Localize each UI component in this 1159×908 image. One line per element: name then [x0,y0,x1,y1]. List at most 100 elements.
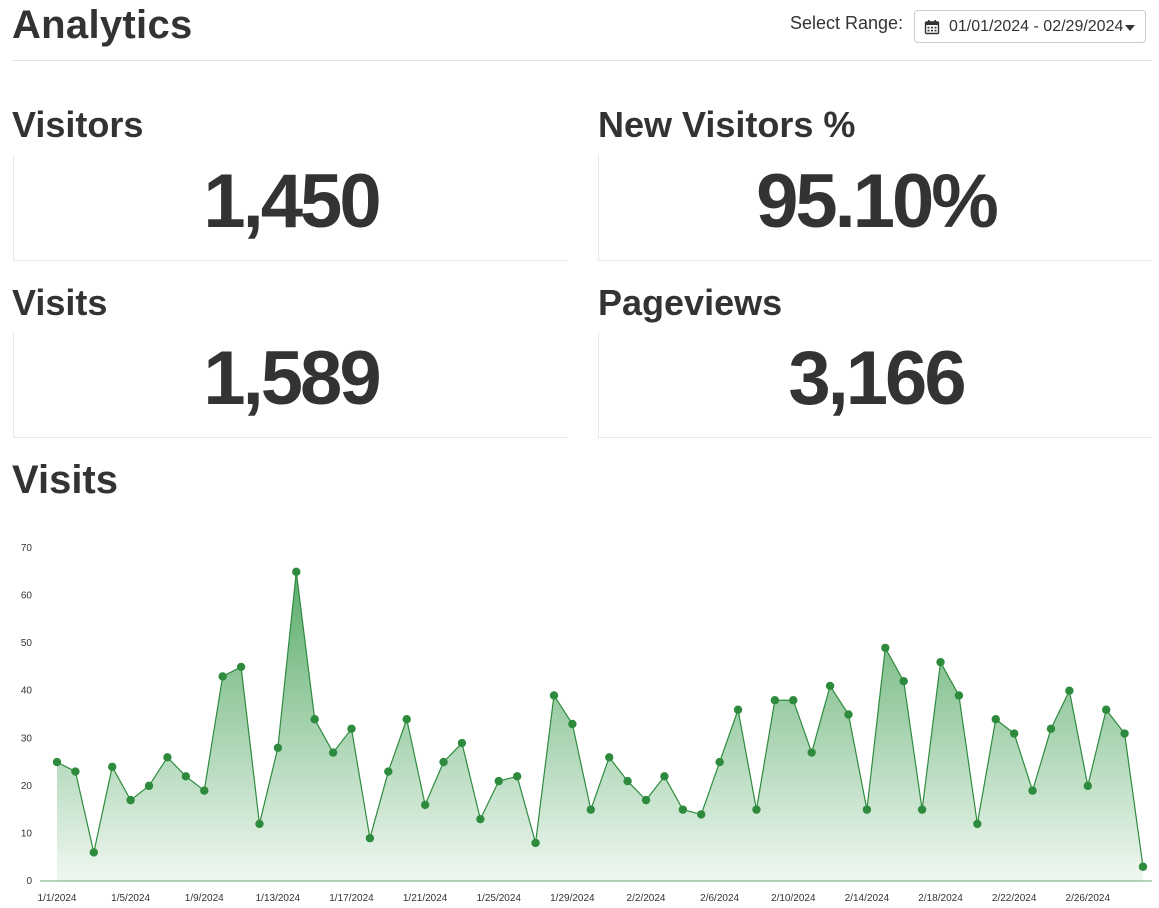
x-tick-label: 2/18/2024 [918,893,963,904]
data-point[interactable] [420,800,430,810]
visits-card: 1,589 [13,332,568,438]
data-point[interactable] [365,833,375,843]
x-tick-label: 1/9/2024 [185,893,224,904]
data-point[interactable] [917,805,927,814]
y-tick-label: 0 [26,876,32,887]
data-point[interactable] [549,691,559,700]
data-point[interactable] [789,696,798,705]
data-point[interactable] [991,715,1000,724]
visits-value: 1,589 [203,336,381,421]
date-range-value: 01/01/2024 - 02/29/2024 [949,18,1124,35]
x-tick-label: 2/10/2024 [771,893,816,904]
data-point[interactable] [402,715,411,724]
data-point[interactable] [678,805,688,814]
data-point[interactable] [733,705,743,714]
data-point[interactable] [384,767,393,776]
data-point[interactable] [899,677,908,686]
data-point[interactable] [144,781,154,791]
y-tick-label: 60 [21,591,33,602]
data-point[interactable] [439,757,448,767]
x-tick-label: 1/17/2024 [329,893,374,904]
data-point[interactable] [1065,686,1074,695]
caret-down-icon [1125,25,1135,31]
y-tick-label: 50 [21,638,33,649]
calendar-icon [924,20,940,35]
data-point[interactable] [586,805,595,814]
data-point[interactable] [255,819,264,829]
data-point[interactable] [936,657,945,667]
data-point[interactable] [825,681,835,691]
data-point[interactable] [292,567,301,576]
range-label: Select Range: [790,13,904,33]
data-point[interactable] [881,643,890,653]
data-point[interactable] [310,715,319,724]
data-point[interactable] [770,696,780,705]
data-point[interactable] [954,691,964,700]
visits-area-fill [57,571,1143,881]
data-point[interactable] [1028,786,1037,795]
x-tick-label: 1/5/2024 [111,893,150,904]
x-tick-label: 1/1/2024 [38,893,77,904]
x-tick-label: 2/22/2024 [992,893,1037,904]
data-point[interactable] [89,848,99,857]
x-tick-label: 2/14/2024 [845,893,890,904]
data-point[interactable] [807,748,816,757]
data-point[interactable] [605,753,614,762]
y-tick-label: 10 [21,828,33,839]
data-point[interactable] [844,710,853,719]
data-point[interactable] [568,719,577,729]
data-point[interactable] [181,772,191,781]
pageviews-value: 3,166 [788,336,966,421]
x-tick-label: 2/26/2024 [1066,893,1111,904]
data-point[interactable] [1120,729,1129,738]
data-point[interactable] [1101,705,1111,714]
data-point[interactable] [1138,862,1148,871]
data-point[interactable] [200,786,209,795]
data-point[interactable] [236,662,246,672]
chart-title: Visits [12,458,118,502]
x-tick-label: 1/29/2024 [550,893,595,904]
date-range-picker[interactable]: 01/01/2024 - 02/29/2024 [914,10,1146,43]
visitors-card: 1,450 [13,155,568,261]
data-point[interactable] [328,748,338,757]
visits-area-chart: 0 10 20 30 40 50 60 70 1/1/2024 1/5/2024 1/9/2024 1… [21,543,1152,904]
new-visitors-card: 95.10% [598,155,1153,261]
data-point[interactable] [752,805,761,814]
data-point[interactable] [476,814,485,824]
new-visitors-value: 95.10% [756,159,999,244]
y-tick-label: 40 [21,686,33,697]
data-point[interactable] [163,753,172,762]
data-point[interactable] [715,757,724,767]
data-point[interactable] [512,772,522,781]
data-point[interactable] [862,805,872,814]
data-point[interactable] [1083,781,1092,791]
new-visitors-label: New Visitors % [598,104,856,145]
y-tick-label: 70 [21,543,33,554]
data-point[interactable] [71,767,80,776]
data-point[interactable] [52,757,62,767]
y-tick-label: 20 [21,781,33,792]
data-point[interactable] [126,795,135,805]
data-point[interactable] [494,776,503,786]
data-point[interactable] [273,743,283,752]
x-tick-label: 1/13/2024 [256,893,301,904]
data-point[interactable] [347,724,356,733]
pageviews-card: 3,166 [598,332,1153,438]
pageviews-label: Pageviews [598,282,783,323]
x-tick-label: 2/6/2024 [700,893,739,904]
visitors-value: 1,450 [203,159,381,244]
data-point[interactable] [660,772,669,781]
data-point[interactable] [108,762,117,772]
data-point[interactable] [697,810,706,819]
data-point[interactable] [457,738,467,748]
data-point[interactable] [623,776,632,786]
data-point[interactable] [1046,724,1056,733]
data-point[interactable] [218,672,227,681]
data-point[interactable] [641,795,651,805]
data-point[interactable] [1009,729,1019,738]
header-divider [12,60,1152,61]
data-point[interactable] [973,819,982,829]
y-tick-label: 30 [21,733,33,744]
x-tick-label: 2/2/2024 [627,893,666,904]
data-point[interactable] [531,838,540,848]
